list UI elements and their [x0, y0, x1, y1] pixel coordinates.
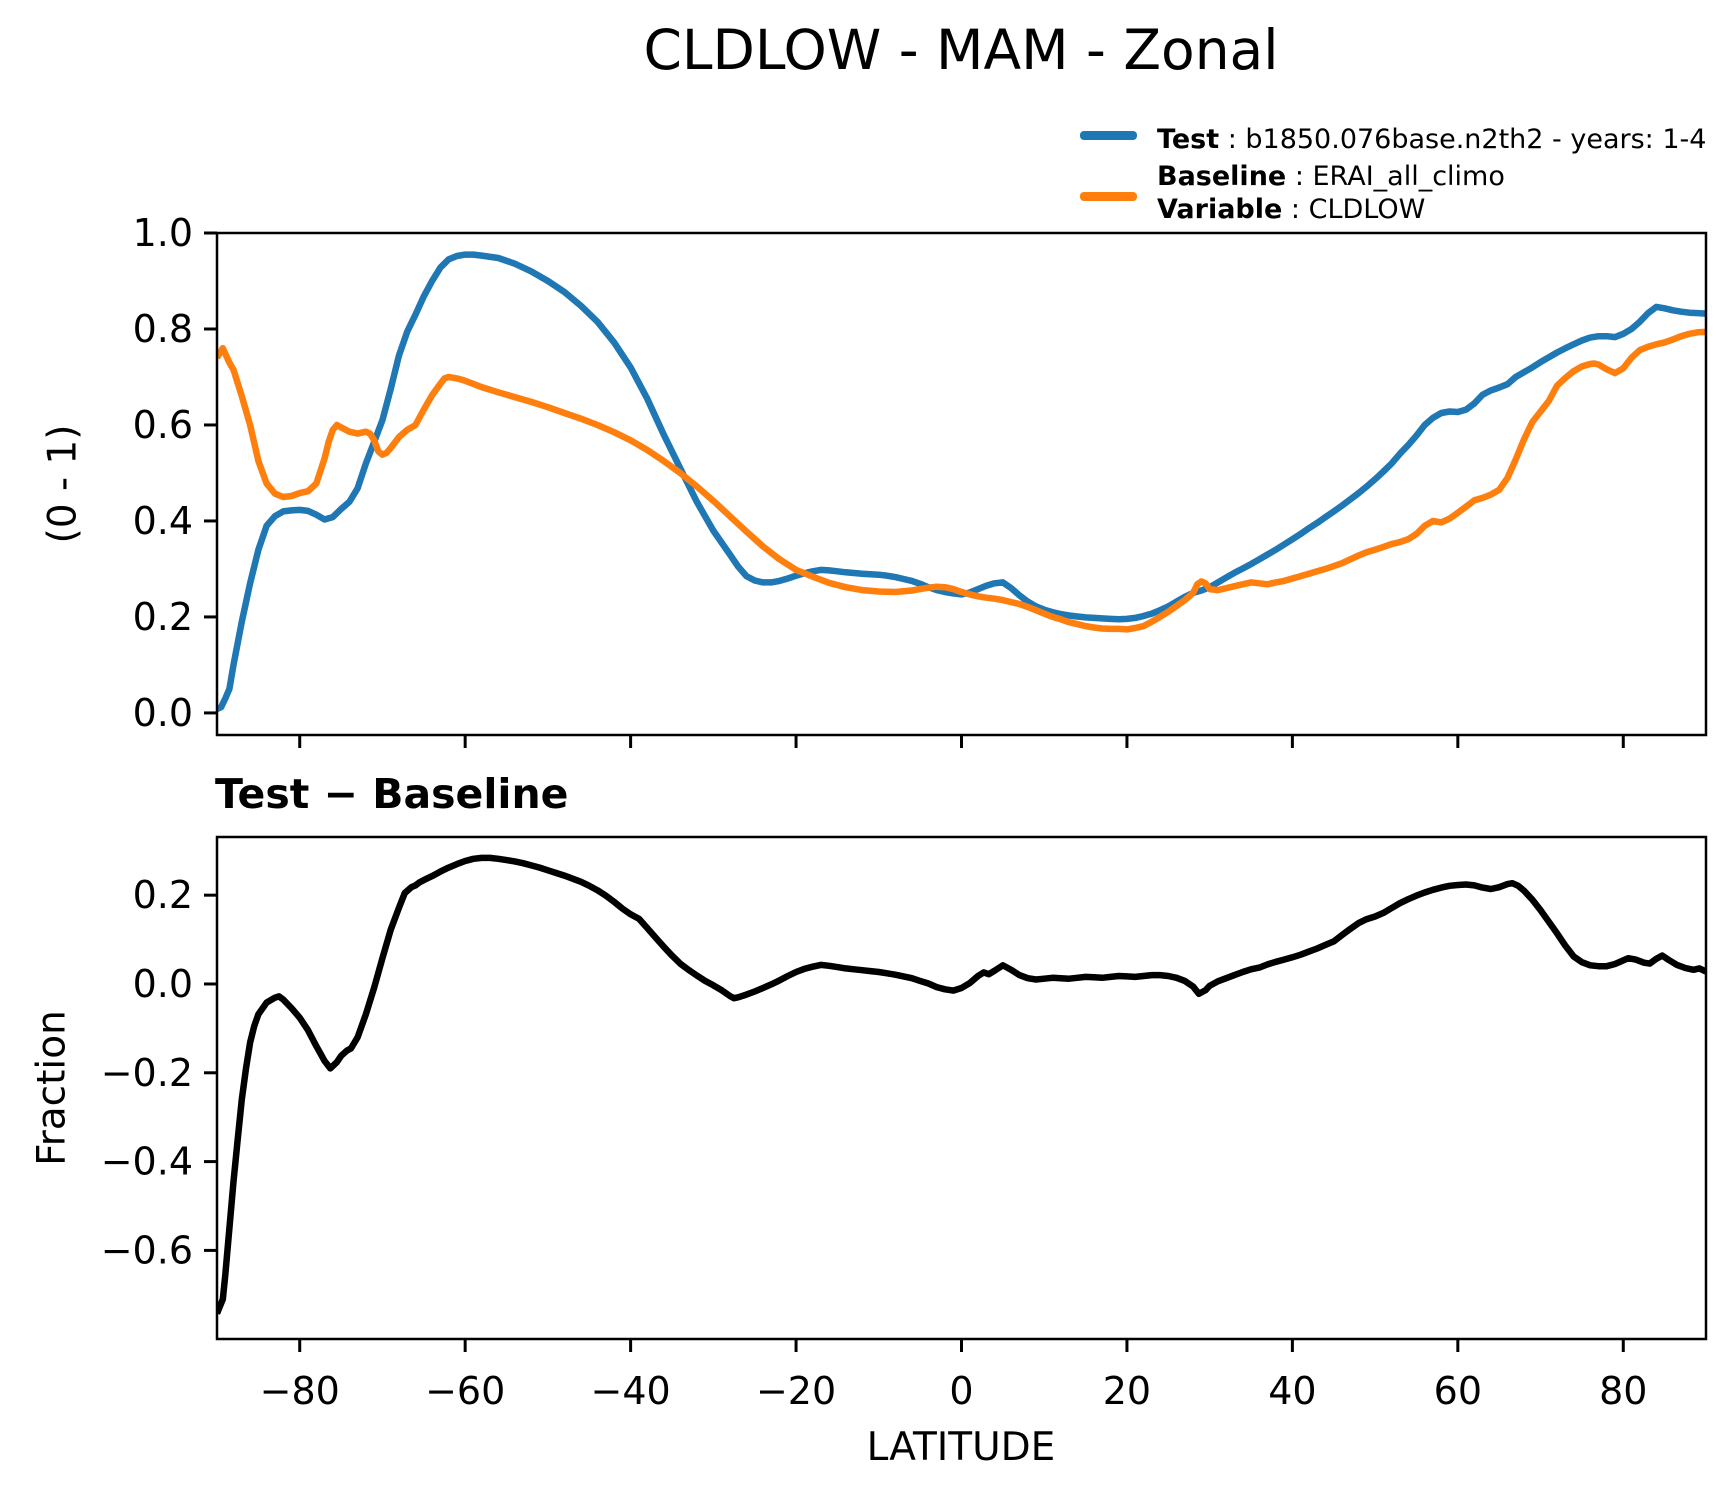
x-tick-label: −40 [591, 1369, 671, 1413]
legend-baseline-label: Baseline [1157, 161, 1287, 192]
lower-panel: −80 −60 −40 −20 0 20 40 60 80 0.2 0.0 −0.2 −0.4 −0.6 [101, 835, 1708, 1413]
x-tick-label: 20 [1103, 1369, 1151, 1413]
test-minus-baseline-line [216, 854, 1707, 1315]
y-tick-label: 0.8 [133, 307, 193, 351]
x-tick-label: −60 [425, 1369, 505, 1413]
y-tick-label: 0.2 [133, 873, 193, 917]
y-tick-label: 0.6 [133, 403, 193, 447]
legend-baseline-value: : ERAI_all_climo [1286, 161, 1505, 192]
difference-panel-title: Test − Baseline [215, 770, 569, 818]
upper-y-axis-label: (0 - 1) [40, 424, 86, 544]
legend-test-label: Test [1157, 124, 1220, 155]
axes-frame [215, 231, 1708, 737]
y-tick-label: 1.0 [133, 211, 193, 255]
legend-test-value: : b1850.076base.n2th2 - years: 1-4 [1219, 124, 1707, 155]
x-tick-label: −80 [260, 1369, 340, 1413]
x-tick-label: 60 [1434, 1369, 1482, 1413]
x-tick-label: 40 [1268, 1369, 1316, 1413]
upper-panel: 0.0 0.2 0.4 0.6 0.8 1.0 [133, 211, 1708, 748]
legend-swatch-baseline [1080, 192, 1137, 201]
x-tick-label: 0 [949, 1369, 973, 1413]
x-tick-label: 80 [1599, 1369, 1647, 1413]
page-title: CLDLOW - MAM - Zonal [643, 18, 1279, 82]
x-tick-label: −20 [756, 1369, 836, 1413]
legend-variable-value: : CLDLOW [1282, 194, 1426, 225]
x-axis-label: LATITUDE [866, 1425, 1056, 1470]
y-tick-label: 0.4 [133, 499, 193, 543]
y-tick-label: 0.0 [133, 962, 193, 1006]
legend-entry-baseline: Baseline : ERAI_all_climo [1157, 161, 1505, 192]
legend-entry-test: Test : b1850.076base.n2th2 - years: 1-4 [1157, 124, 1706, 155]
baseline-erai-all-climo-variable-cldlow-line [216, 328, 1707, 633]
axes-frame [215, 835, 1708, 1341]
legend-entry-variable: Variable : CLDLOW [1157, 194, 1425, 225]
legend-swatch-test [1080, 131, 1137, 140]
y-tick-label: 0.0 [133, 691, 193, 735]
y-tick-label: −0.2 [101, 1051, 193, 1095]
y-tick-label: 0.2 [133, 595, 193, 639]
test-b1850-076base-n2th2-years-1-4-line [216, 251, 1707, 713]
lower-y-axis-label: Fraction [29, 1010, 75, 1166]
legend-variable-label: Variable [1157, 194, 1283, 225]
y-tick-label: −0.6 [101, 1228, 193, 1272]
y-tick-label: −0.4 [101, 1140, 193, 1184]
